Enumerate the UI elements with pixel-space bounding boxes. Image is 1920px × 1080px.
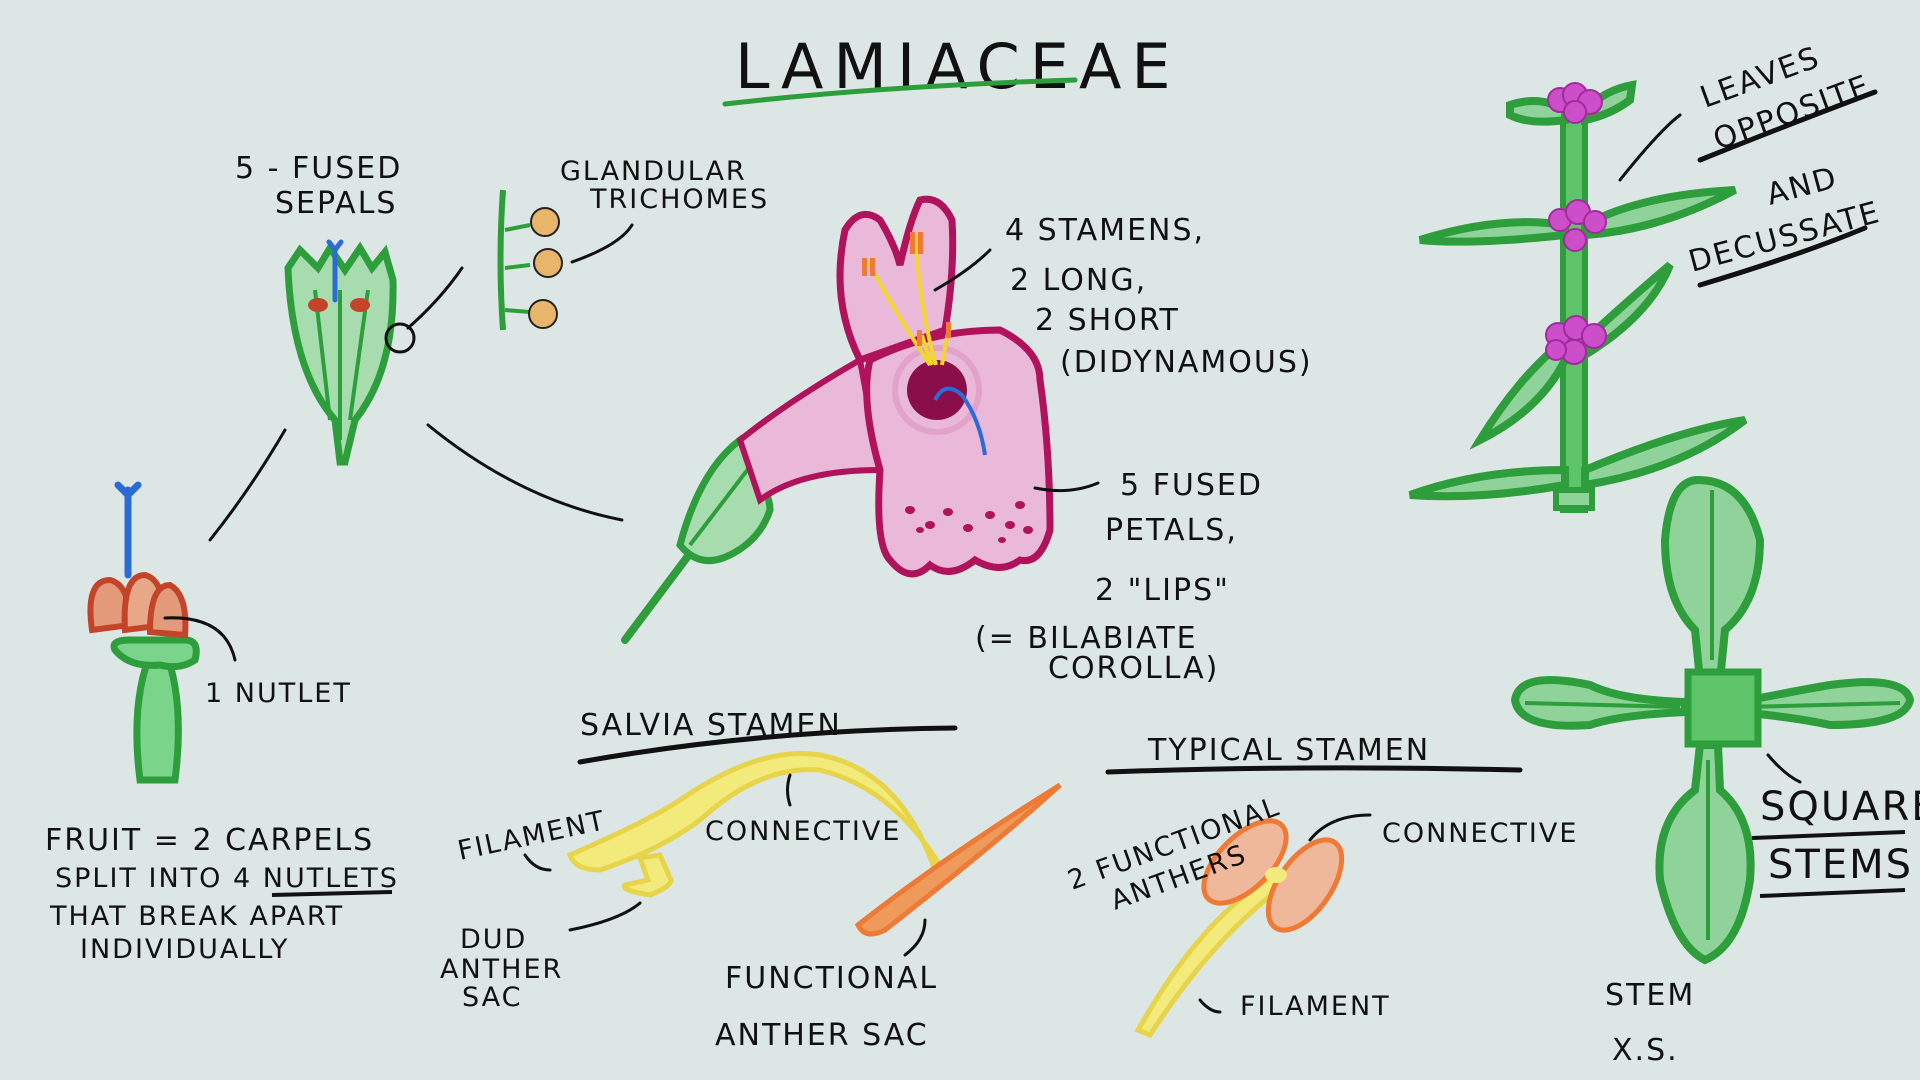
stem-xs-label-line2: X.S. <box>1612 1033 1679 1068</box>
trichomes-pointer <box>570 223 634 264</box>
fruit-label-line3: THAT BREAK APART <box>49 901 344 932</box>
typical-connective-label: CONNECTIVE <box>1382 818 1578 849</box>
square-stems-label-line2: STEMS <box>1768 842 1913 888</box>
diagram-title: LAMIACEAE <box>735 30 1181 103</box>
typical-underline <box>1105 765 1523 775</box>
shoot-drawing <box>1408 80 1748 513</box>
salvia-dud-label-line1: DUD <box>460 924 527 955</box>
trichomes-drawing <box>497 189 563 331</box>
salvia-dud-label-line3: SAC <box>462 982 523 1013</box>
stamens-label-line2: 2 LONG, <box>1010 263 1147 298</box>
leaves-label-line3: AND <box>1763 160 1842 212</box>
fruit-label-line1: FRUIT = 2 CARPELS <box>45 823 374 858</box>
nutlet-label: 1 NUTLET <box>205 678 352 709</box>
stamens-pointer <box>933 248 992 292</box>
sepals-label-line2: SEPALS <box>275 186 397 221</box>
typical-connective-pointer <box>1308 813 1372 842</box>
salvia-functional-label-line2: ANTHER SAC <box>715 1018 929 1053</box>
stems-underline <box>1759 888 1906 898</box>
typical-filament-pointer <box>1198 998 1222 1014</box>
salvia-heading: SALVIA STAMEN <box>580 708 842 743</box>
calyx-drawing <box>284 239 416 466</box>
petals-label-line2: PETALS, <box>1105 513 1238 548</box>
petals-label-line4: (= BILABIATE <box>975 621 1198 656</box>
salvia-dud-label-line2: ANTHER <box>440 954 563 985</box>
leaves-pointer <box>1618 113 1682 182</box>
stamens-label-line4: (DIDYNAMOUS) <box>1060 345 1313 380</box>
fruit-label-line4: INDIVIDUALLY <box>80 934 289 965</box>
petals-label-line1: 5 FUSED <box>1120 468 1263 503</box>
stem-xs-label-line1: STEM <box>1605 978 1695 1013</box>
stamens-label-line1: 4 STAMENS, <box>1005 213 1205 248</box>
square-stems-label-line1: SQUARE <box>1760 784 1920 830</box>
fruit-drawing <box>87 481 200 784</box>
typical-stamen-drawing <box>1134 818 1345 1039</box>
petals-label-line3: 2 "LIPS" <box>1095 573 1230 608</box>
flower-drawing <box>621 195 1054 644</box>
calyx-to-trichome-line <box>406 266 464 330</box>
title-underline <box>722 77 1078 107</box>
typical-filament-label: FILAMENT <box>1240 991 1391 1022</box>
salvia-connective-label: CONNECTIVE <box>705 816 901 847</box>
nutlet-pointer <box>163 616 237 662</box>
square-stem-pointer <box>1766 753 1802 784</box>
petals-label-line5: COROLLA) <box>1048 651 1219 686</box>
calyx-to-flower-line <box>426 423 624 522</box>
fruit-label-line2: SPLIT INTO 4 NUTLETS <box>55 863 399 894</box>
salvia-underline <box>577 725 958 765</box>
salvia-connective-pointer <box>786 773 792 807</box>
nutlets-underline <box>271 890 393 897</box>
salvia-stamen-drawing <box>566 750 1062 937</box>
decussate-underline <box>1697 225 1868 288</box>
stamens-label-line3: 2 SHORT <box>1035 303 1180 338</box>
sepals-label-line1: 5 - FUSED <box>235 151 402 186</box>
leaves-underline <box>1697 89 1878 163</box>
square-underline <box>1751 830 1906 840</box>
salvia-functional-label-line1: FUNCTIONAL <box>725 961 938 996</box>
calyx-to-fruit-line <box>208 428 287 542</box>
trichomes-label-line2: TRICHOMES <box>589 184 769 215</box>
stem-cross-section-drawing <box>1510 475 1915 965</box>
salvia-functional-pointer <box>903 918 927 957</box>
petals-pointer <box>1033 481 1100 493</box>
salvia-filament-pointer <box>523 853 552 872</box>
trichomes-label-line1: GLANDULAR <box>560 156 747 187</box>
typical-heading: TYPICAL STAMEN <box>1147 733 1430 768</box>
salvia-dud-pointer <box>568 901 642 932</box>
